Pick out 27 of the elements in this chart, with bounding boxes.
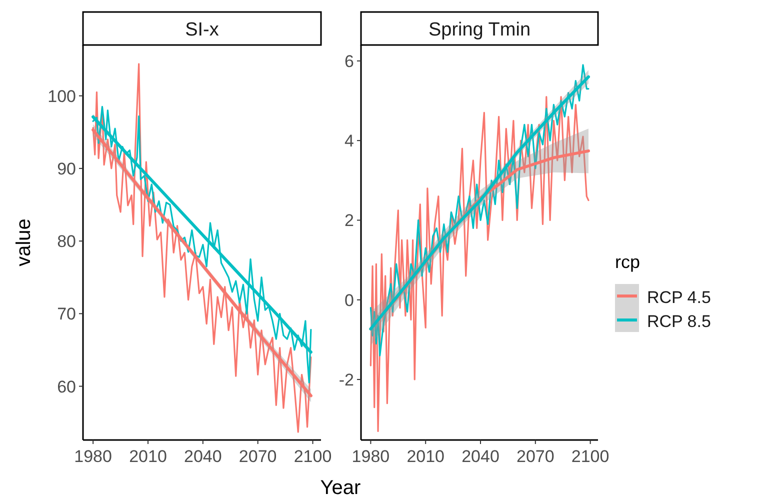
x-tick-label: 2010: [406, 447, 445, 466]
x-tick-label: 1980: [74, 447, 112, 466]
chart-title: Spring Tmin: [428, 20, 531, 40]
y-tick-label: 4: [344, 132, 354, 151]
x-axis-title: Year: [320, 477, 362, 499]
y-tick-label: 70: [57, 304, 76, 324]
x-tick-label: 2100: [294, 447, 332, 466]
y-tick-label: -2: [338, 370, 354, 390]
x-tick-label: 2070: [516, 447, 554, 466]
y-axis-title: value: [13, 218, 35, 266]
x-tick-label: 2040: [462, 447, 500, 466]
y-tick-label: 80: [57, 232, 76, 252]
y-tick-label: 2: [344, 211, 354, 230]
legend-label: RCP 8.5: [647, 312, 711, 331]
x-tick-label: 2040: [184, 447, 222, 466]
x-tick-label: 1980: [352, 447, 390, 466]
y-tick-label: 0: [344, 290, 354, 310]
x-tick-label: 2070: [238, 447, 277, 466]
y-tick-label: 6: [344, 52, 354, 71]
chart-title: SI-x: [185, 20, 220, 40]
legend-title: rcp: [615, 252, 640, 272]
x-tick-label: 2010: [129, 447, 167, 466]
y-tick-label: 90: [57, 159, 76, 178]
x-tick-label: 2100: [571, 447, 610, 466]
y-tick-label: 60: [57, 377, 76, 396]
legend-label: RCP 4.5: [647, 288, 711, 307]
y-tick-label: 100: [48, 86, 76, 106]
